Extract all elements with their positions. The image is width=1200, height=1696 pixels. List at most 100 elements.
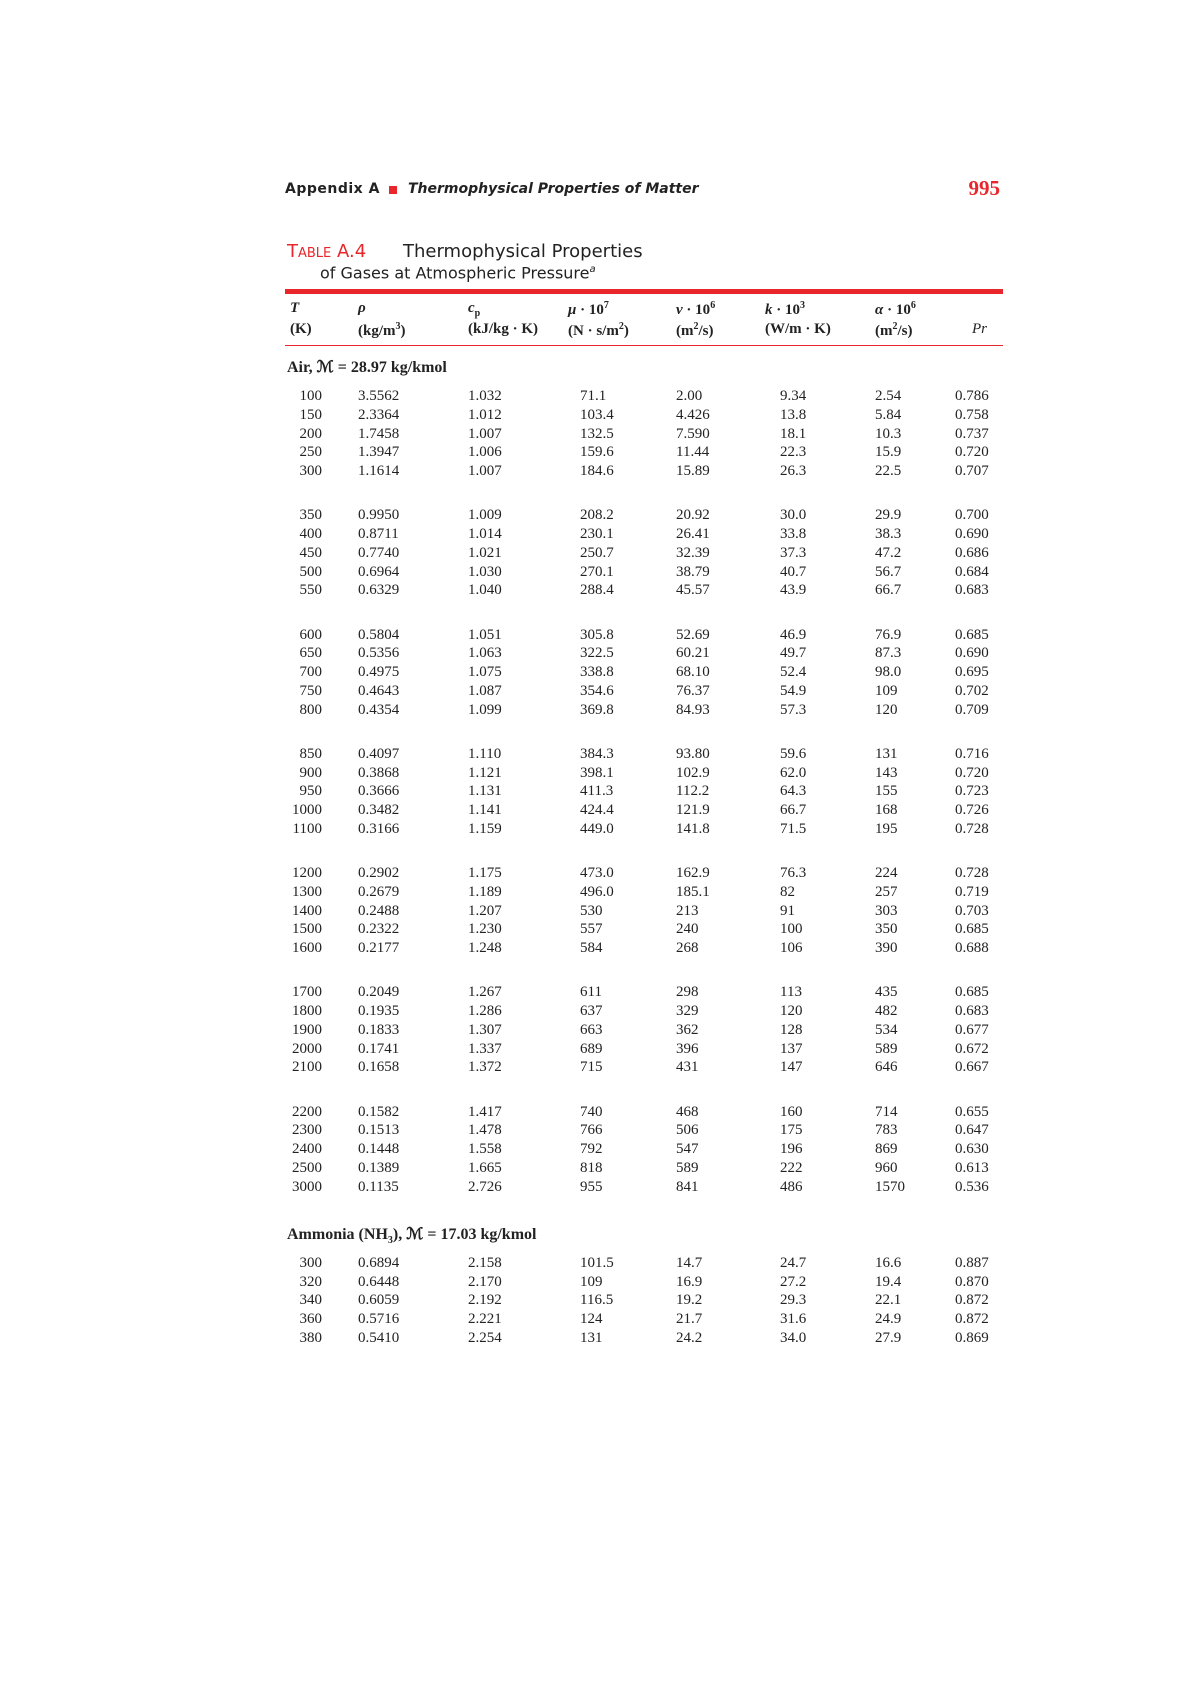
cell: 449.0 — [580, 820, 614, 837]
cell: 7.590 — [676, 425, 710, 442]
cell: 213 — [676, 902, 699, 919]
cell: 0.685 — [955, 626, 989, 643]
cell: 49.7 — [780, 645, 807, 662]
cell: 26.41 — [676, 526, 710, 542]
caption-line: Thermophysical Properties — [403, 241, 643, 262]
cell: 530 — [580, 902, 603, 919]
cell: 0.667 — [955, 1059, 989, 1076]
cell: 1.121 — [468, 764, 502, 781]
cell: 1.1614 — [358, 463, 400, 479]
cell: 1570 — [875, 1178, 905, 1195]
cell: 473.0 — [580, 865, 614, 881]
cell: 1.040 — [468, 582, 502, 599]
text-segment: · 10 — [576, 302, 604, 318]
cell: 0.1582 — [358, 1103, 400, 1120]
cell: 1.009 — [468, 507, 502, 524]
cell: 1.3947 — [358, 444, 400, 461]
cell: 116.5 — [580, 1292, 614, 1309]
cell: 0.688 — [955, 940, 989, 956]
text-segment: 2 — [892, 321, 898, 332]
cell: 0.6964 — [358, 563, 400, 580]
cell: 120 — [875, 701, 898, 718]
cell: 0.684 — [955, 563, 989, 580]
cell: 121.9 — [676, 802, 710, 818]
cell: 1.131 — [468, 783, 502, 800]
cell: 0.737 — [955, 425, 989, 442]
cell: 68.10 — [676, 664, 710, 680]
cell: 19.2 — [676, 1292, 703, 1309]
text-segment: k — [765, 302, 773, 318]
cell: 3.5562 — [358, 388, 400, 404]
cell: 76.9 — [875, 626, 902, 643]
cell: 1.372 — [468, 1059, 502, 1076]
text-segment: Air, ℳ = 28.97 kg/kmol — [287, 359, 447, 376]
cell: 0.5804 — [358, 626, 400, 643]
cell: 0.2902 — [358, 865, 400, 881]
cell: 1.307 — [468, 1021, 502, 1038]
appendix: Appendix A — [285, 181, 380, 197]
text-segment: Pr — [972, 321, 987, 337]
cell: 0.536 — [955, 1178, 989, 1195]
cell: 120 — [780, 1003, 803, 1019]
section-label: Ammonia (NH3), ℳ = 17.03 kg/kmol — [287, 1226, 536, 1246]
cell: 740 — [580, 1103, 603, 1120]
cell: 40.7 — [780, 563, 807, 580]
cell: 2.726 — [468, 1178, 502, 1195]
cell: 1.230 — [468, 921, 502, 938]
cell: 0.647 — [955, 1122, 989, 1139]
cell: 0.683 — [955, 582, 989, 599]
cell: 2100 — [292, 1059, 322, 1076]
cell: 792 — [580, 1141, 603, 1157]
cell: 435 — [875, 984, 898, 1001]
cell: 0.723 — [955, 783, 989, 800]
column-header: α · 106 — [875, 301, 916, 318]
cell: 250.7 — [580, 544, 614, 561]
cell: 100 — [780, 921, 803, 938]
text-segment: 2 — [693, 321, 699, 332]
text-segment: ) — [623, 323, 629, 339]
cell: 1900 — [292, 1021, 322, 1038]
cell: 557 — [580, 921, 603, 938]
cell: 0.869 — [955, 1329, 989, 1346]
cell: 1400 — [292, 902, 322, 919]
cell: 468 — [676, 1103, 699, 1120]
cell: 24.2 — [676, 1329, 703, 1346]
cell: 46.9 — [780, 626, 807, 643]
text-segment: (m — [875, 323, 893, 339]
cell: 841 — [676, 1178, 699, 1195]
cell: 124 — [580, 1311, 603, 1327]
cell: 159.6 — [580, 444, 614, 461]
cell: 0.630 — [955, 1141, 989, 1157]
cell: 1600 — [292, 940, 322, 956]
cell: 0.1513 — [358, 1122, 400, 1139]
cell: 43.9 — [780, 582, 807, 599]
cell: 2300 — [292, 1122, 322, 1139]
cell: 650 — [299, 645, 323, 662]
cell: 150 — [299, 406, 323, 423]
cell: 240 — [676, 921, 699, 938]
cell: 0.1448 — [358, 1141, 400, 1157]
cell: 52.4 — [780, 664, 807, 680]
column-header: Pr — [972, 322, 987, 337]
cell: 1500 — [292, 921, 322, 938]
cell: 0.4975 — [358, 664, 400, 680]
cell: 34.0 — [780, 1329, 807, 1346]
cell: 24.7 — [780, 1254, 807, 1271]
cell: 329 — [676, 1003, 699, 1019]
cell: 47.2 — [875, 544, 902, 561]
cell: 0.6894 — [358, 1254, 400, 1271]
cell: 0.716 — [955, 745, 989, 762]
cell: 30.0 — [780, 507, 807, 524]
cell: 714 — [875, 1103, 898, 1120]
cell: 0.728 — [955, 820, 989, 837]
cell: 184.6 — [580, 463, 614, 479]
cell: 0.655 — [955, 1103, 989, 1120]
cell: 84.93 — [676, 701, 710, 718]
cell: 131 — [580, 1329, 603, 1346]
column-header: T — [290, 301, 299, 316]
cell: 1.558 — [468, 1141, 502, 1157]
cell: 305.8 — [580, 626, 614, 643]
cell: 424.4 — [580, 802, 614, 818]
cell: 0.3166 — [358, 820, 400, 837]
cell: 288.4 — [580, 582, 614, 599]
